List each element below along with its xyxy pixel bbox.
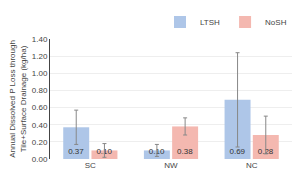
svg-text:1.00: 1.00 [32, 69, 48, 78]
svg-text:SC: SC [85, 161, 96, 170]
svg-text:0.10: 0.10 [149, 147, 165, 156]
svg-text:0.69: 0.69 [229, 147, 245, 156]
svg-text:1.40: 1.40 [32, 35, 48, 44]
svg-text:NW: NW [164, 161, 178, 170]
svg-text:Annual Dissolved P Loss throug: Annual Dissolved P Loss throughTile+Surf… [8, 40, 27, 158]
svg-text:0.60: 0.60 [32, 103, 48, 112]
svg-text:LTSH: LTSH [200, 18, 220, 27]
svg-text:0.00: 0.00 [32, 155, 48, 164]
svg-text:NC: NC [246, 161, 258, 170]
svg-text:0.80: 0.80 [32, 86, 48, 95]
svg-text:0.10: 0.10 [96, 147, 112, 156]
svg-text:0.20: 0.20 [32, 138, 48, 147]
svg-text:0.40: 0.40 [32, 121, 48, 130]
svg-text:0.28: 0.28 [258, 147, 274, 156]
svg-text:0.37: 0.37 [68, 147, 84, 156]
svg-text:NoSH: NoSH [265, 18, 287, 27]
svg-text:0.38: 0.38 [177, 147, 193, 156]
svg-text:1.20: 1.20 [32, 52, 48, 61]
